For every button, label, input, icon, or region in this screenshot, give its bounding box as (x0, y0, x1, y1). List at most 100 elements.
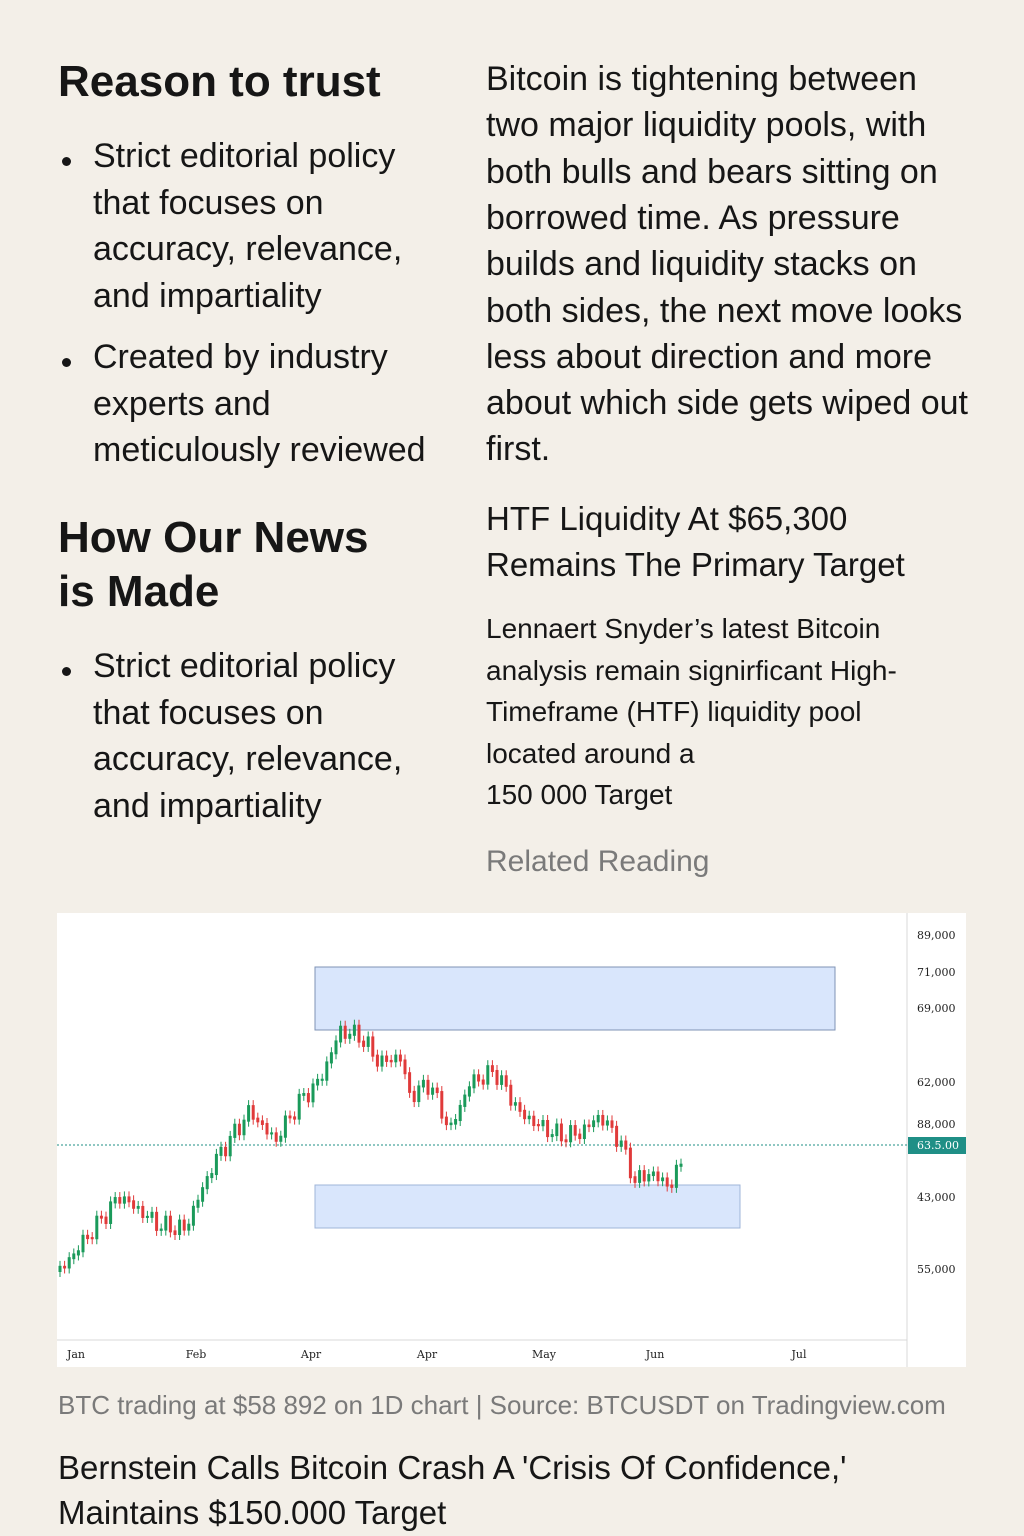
candle-body (679, 1163, 683, 1167)
candle-body (408, 1072, 412, 1093)
intro-text: builds and liquidity stacks on (486, 245, 917, 284)
candle-body (352, 1024, 356, 1036)
candle-body (201, 1187, 205, 1202)
candle-body (444, 1116, 448, 1126)
time-axis-label: Apr (300, 1348, 322, 1361)
candle-body (541, 1119, 545, 1127)
candle-body (495, 1069, 499, 1085)
candle-body (159, 1228, 163, 1231)
related-reading-link[interactable]: Related Reading (486, 845, 710, 878)
candle-body (274, 1132, 278, 1142)
candle-body (343, 1025, 347, 1039)
price-axis-label: 71,000 (917, 966, 956, 979)
candle-body (224, 1146, 228, 1157)
candle-body (316, 1078, 320, 1086)
candle-body (426, 1079, 430, 1095)
candle-body (500, 1075, 504, 1085)
candle-body (403, 1059, 407, 1075)
intro-text: first. (486, 430, 551, 469)
candle-body (527, 1115, 531, 1120)
price-axis-label: 55,000 (917, 1263, 956, 1276)
candle-body (375, 1054, 379, 1067)
intro-text: two major liquidity pools, with (486, 106, 927, 145)
candle-body (509, 1084, 513, 1106)
candle-body (633, 1176, 637, 1183)
candle-body (150, 1211, 154, 1218)
candle-body (665, 1177, 669, 1187)
paragraph-text: Lennaert Snyder’s latest Bitcoin (486, 613, 881, 644)
liquidity-zone (314, 1184, 741, 1229)
candle-body (81, 1234, 85, 1253)
candle-body (582, 1124, 586, 1140)
bullet-text: meticulously reviewed (93, 431, 426, 469)
candle-body (619, 1140, 623, 1147)
candle-body (362, 1040, 366, 1047)
candle-body (76, 1250, 80, 1256)
candle-body (454, 1119, 458, 1125)
time-axis-label: May (532, 1348, 557, 1361)
bullet-text: Strict editorial policy (93, 647, 396, 685)
candle-body (532, 1115, 536, 1127)
bullet-text: and impartiality (93, 786, 322, 825)
candle-body (656, 1171, 660, 1182)
paragraph-text: 150 000 Target (486, 779, 673, 810)
candle-body (596, 1114, 600, 1123)
candle-body (601, 1114, 605, 1126)
candle-body (122, 1196, 126, 1204)
figure-caption: BTC trading at $58 892 on 1D chart | Sou… (58, 1390, 946, 1420)
price-axis-label: 89,000 (917, 929, 956, 942)
candle-body (628, 1147, 632, 1179)
candle-body (380, 1055, 384, 1067)
intro-text: Bitcoin is tightening between (486, 60, 917, 98)
bullet-text: that focuses on (93, 693, 324, 732)
bullet-text: experts and (93, 384, 271, 423)
candle-body (389, 1059, 393, 1063)
price-axis-label: 88,000 (917, 1118, 956, 1131)
candle-body (67, 1257, 71, 1269)
intro-text: both sides, the next move looks (486, 291, 963, 330)
candle-body (481, 1079, 485, 1085)
candle-body (449, 1122, 453, 1126)
section-heading: Reason to trust (58, 57, 381, 106)
candle-body (555, 1123, 559, 1137)
article-headline[interactable]: Bernstein Calls Bitcoin Crash A 'Crisis … (58, 1449, 847, 1486)
candle-body (518, 1102, 522, 1112)
bullet-text: and impartiality (93, 276, 322, 315)
candle-body (63, 1265, 67, 1269)
candle-body (546, 1119, 550, 1138)
candle-body (118, 1197, 122, 1204)
paragraph-text: analysis remain signirficant High- (486, 654, 897, 686)
candle-body (205, 1176, 209, 1190)
time-axis-label: Jun (645, 1348, 665, 1361)
candle-body (141, 1205, 145, 1218)
candle-body (219, 1146, 223, 1156)
candle-body (155, 1211, 159, 1231)
candle-body (431, 1087, 435, 1095)
candle-body (651, 1171, 655, 1177)
candle-body (132, 1200, 136, 1209)
bullet-text: accuracy, relevance, (93, 740, 403, 778)
candle-body (325, 1061, 329, 1081)
candle-body (214, 1153, 218, 1176)
candle-body (251, 1105, 255, 1120)
candle-body (127, 1196, 131, 1203)
price-axis-label: 69,000 (917, 1002, 956, 1015)
candle-body (458, 1104, 462, 1122)
candle-body (182, 1219, 186, 1231)
candle-body (339, 1025, 343, 1043)
candle-body (592, 1120, 596, 1128)
candle-body (578, 1133, 582, 1140)
paragraph-text: located around a (486, 737, 695, 769)
candle-body (394, 1054, 398, 1063)
article-headline[interactable]: Maintains $150.000 Target (58, 1494, 447, 1531)
candle-body (233, 1123, 237, 1138)
candle-body (86, 1234, 90, 1240)
candle-body (168, 1215, 172, 1233)
candle-body (164, 1215, 168, 1231)
candle-body (523, 1109, 527, 1120)
candle-body (357, 1024, 361, 1043)
bullet-text: that focuses on (93, 183, 324, 222)
candle-body (334, 1040, 338, 1055)
section-heading: is Made (58, 567, 220, 616)
